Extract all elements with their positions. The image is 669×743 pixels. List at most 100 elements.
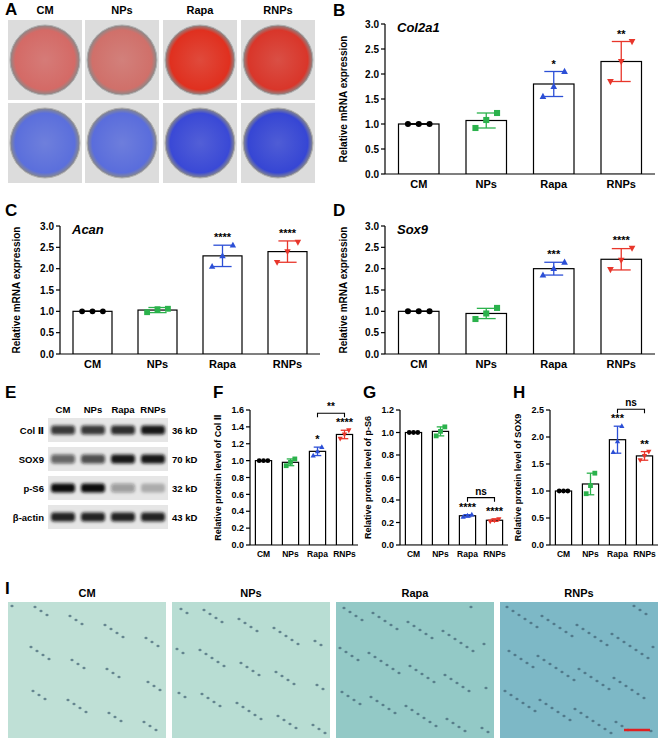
significance: **** (486, 505, 504, 517)
x-tick-label: RNPs (333, 549, 356, 559)
panel-letter: C (5, 201, 17, 220)
cell-nucleus (591, 720, 594, 722)
protein-label: SOX9 (19, 454, 44, 465)
point (338, 437, 343, 442)
error-cap (477, 127, 496, 128)
y-tick-label: 0.5 (365, 144, 379, 155)
cell-nucleus (387, 708, 390, 710)
cell-nucleus (113, 716, 116, 718)
cell-nucleus (111, 672, 114, 674)
point (494, 305, 500, 311)
error-cap (544, 274, 563, 275)
cell-nucleus (566, 675, 569, 677)
y-tick (381, 268, 385, 269)
error-cap (544, 71, 563, 72)
significance: **** (613, 234, 631, 246)
y-tick (381, 123, 385, 124)
error-cap (612, 269, 631, 270)
lane-label: Rapa (111, 404, 135, 415)
y-axis-label: Relative protein level of p-S6 (363, 416, 373, 539)
x-tick-label: Rapa (307, 549, 328, 559)
cell-nucleus (471, 650, 474, 652)
cell-nucleus (535, 626, 538, 628)
panel-a: ACMNPsRapaRNPs (5, 0, 315, 183)
x-tick-label: CM (410, 178, 427, 190)
stained-well (10, 108, 80, 178)
cell-nucleus (319, 644, 322, 646)
blot-band (111, 455, 135, 464)
cell-nucleus (255, 630, 258, 632)
stained-well (87, 108, 157, 178)
cell-nucleus (377, 616, 380, 618)
cell-nucleus (540, 615, 543, 617)
point (561, 259, 568, 265)
plot-area (399, 39, 642, 174)
cell-nucleus (426, 677, 429, 679)
plot-area (73, 240, 307, 354)
cell-nucleus (568, 719, 571, 721)
cell-nucleus (416, 713, 419, 715)
point (79, 308, 85, 314)
y-tick (246, 511, 250, 512)
y-axis-label: Relative mRNA expression (338, 36, 349, 163)
error-cap (612, 248, 631, 249)
cell-nucleus (311, 724, 314, 726)
bracket-label: ** (327, 401, 335, 412)
cell-nucleus (237, 618, 240, 620)
cell-nucleus (420, 673, 423, 675)
y-tick-label: 1.0 (381, 428, 394, 438)
y-tick (546, 409, 550, 410)
point (438, 429, 443, 434)
bar (534, 269, 575, 354)
x-tick-label: CM (557, 549, 570, 559)
cell-nucleus (570, 635, 573, 637)
cell-nucleus (352, 699, 355, 701)
x-tick-label: CM (410, 358, 427, 370)
cell-nucleus (338, 647, 341, 649)
point (557, 489, 562, 494)
point (550, 83, 557, 89)
cell-nucleus (412, 625, 415, 627)
cell-nucleus (529, 622, 532, 624)
y-tick-label: 0.5 (531, 513, 544, 523)
y-tick (381, 73, 385, 74)
blot-band (111, 426, 135, 435)
cell-nucleus (245, 666, 248, 668)
bar (486, 520, 502, 545)
point (472, 125, 478, 131)
y-axis-label: Relative mRNA expression (338, 227, 349, 354)
cell-nucleus (638, 609, 641, 611)
cell-nucleus (290, 639, 293, 641)
y-tick (546, 436, 550, 437)
y-tick (381, 311, 385, 312)
x-tick-label: NPs (282, 549, 299, 559)
cell-nucleus (313, 640, 316, 642)
cell-nucleus (453, 638, 456, 640)
bar-chart: B0.00.51.01.52.02.53.0Relative mRNA expr… (333, 1, 655, 190)
y-tick-label: 1.0 (365, 306, 379, 317)
cell-nucleus (533, 710, 536, 712)
cell-nucleus (33, 606, 36, 608)
well-tile (163, 20, 237, 100)
group-label: NPs (240, 587, 261, 599)
point (618, 258, 625, 264)
cell-nucleus (346, 695, 349, 697)
cell-nucleus (603, 728, 606, 730)
cell-nucleus (577, 668, 580, 670)
cell-nucleus (340, 691, 343, 693)
y-tick-label: 0.2 (381, 518, 394, 528)
error-cap (477, 318, 496, 319)
cell-nucleus (599, 640, 602, 642)
cell-nucleus (406, 621, 409, 623)
cell-nucleus (612, 677, 615, 679)
cell-nucleus (636, 693, 639, 695)
cell-nucleus (379, 660, 382, 662)
y-tick (56, 225, 60, 226)
panel-letter: H (513, 383, 525, 402)
y-tick (246, 426, 250, 427)
cell-nucleus (424, 633, 427, 635)
y-tick (396, 409, 400, 410)
y-tick-label: 1.5 (531, 459, 544, 469)
cell-nucleus (523, 618, 526, 620)
error-cap (477, 112, 496, 113)
